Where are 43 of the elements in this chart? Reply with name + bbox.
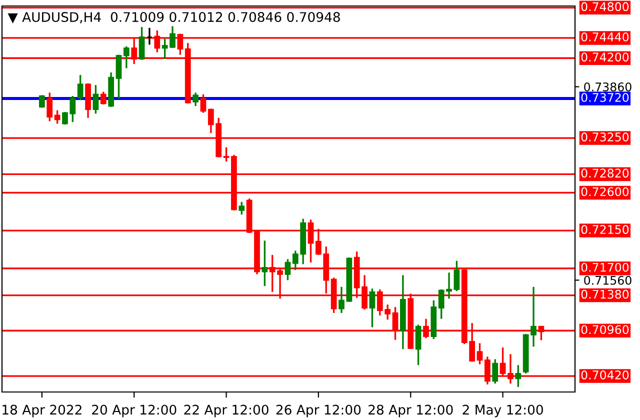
candlestick [92,84,99,114]
candlestick [77,74,84,102]
x-tick-label: 26 Apr 12:00 [276,404,361,418]
chart-title: ▼ AUDUSD,H4 0.71009 0.71012 0.70846 0.70948 [8,12,340,24]
ref-line-label: 0.72150 [581,225,629,234]
x-tick-label: 22 Apr 12:00 [184,404,268,418]
candlestick [116,54,122,100]
candlestick [46,92,53,122]
y-tick-label: 0.73860 [584,82,632,92]
ref-line-label: 0.73250 [581,132,629,142]
ref-line-label: 0.72820 [581,168,629,178]
candlestick [54,109,60,125]
candlestick [138,26,145,61]
ref-line-label: 0.72600 [581,187,629,196]
candlestick [476,342,483,366]
ref-line-label: 0.74800 [581,2,629,12]
candlestick [192,92,198,107]
candlestick [492,358,498,384]
y-tick-label: 0.71560 [584,276,632,285]
candlestick [200,93,206,114]
ref-line-label: 0.70960 [581,325,629,334]
candlestick [100,90,106,106]
candlestick [415,324,422,366]
ref-line-label: 0.71380 [581,290,629,299]
candlestick [454,260,460,292]
candlestick [146,27,152,46]
ref-line-label: 0.74440 [581,32,629,42]
x-tick-label: 20 Apr 12:00 [92,404,176,418]
candlestick [262,240,268,287]
x-tick-label: 2 May 12:00 [462,404,543,418]
candlestick [39,94,45,109]
candlestick [223,146,230,162]
candlestick [515,364,522,388]
candlestick [123,46,130,70]
candlestick [238,201,245,216]
ref-line-label: 0.73720 [581,93,629,102]
x-tick-label: 28 Apr 12:00 [368,404,453,418]
x-tick-label: 18 Apr 2022 [2,404,82,418]
ref-line-label: 0.74200 [581,52,629,62]
ref-line-label: 0.70420 [581,370,629,380]
candlestick [369,288,376,328]
candlestick [284,258,291,281]
ref-line-label: 0.71700 [581,262,629,272]
